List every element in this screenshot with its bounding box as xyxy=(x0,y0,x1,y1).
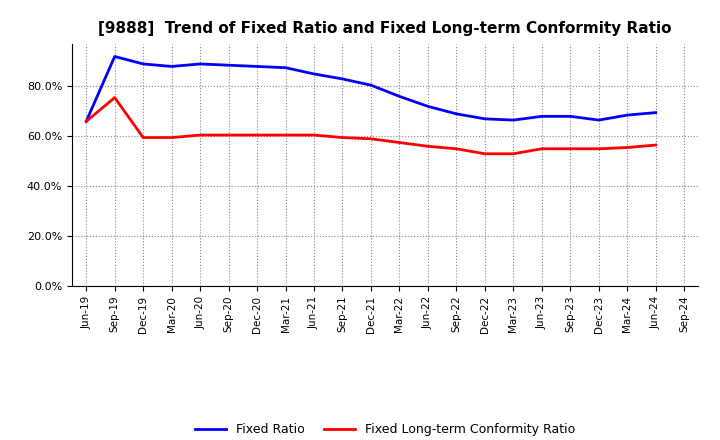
Fixed Long-term Conformity Ratio xyxy=(82,119,91,124)
Line: Fixed Long-term Conformity Ratio: Fixed Long-term Conformity Ratio xyxy=(86,98,656,154)
Fixed Long-term Conformity Ratio xyxy=(623,145,631,150)
Fixed Ratio xyxy=(595,117,603,123)
Fixed Long-term Conformity Ratio xyxy=(452,146,461,151)
Fixed Ratio xyxy=(338,76,347,81)
Fixed Ratio xyxy=(310,71,318,77)
Fixed Long-term Conformity Ratio xyxy=(509,151,518,156)
Fixed Ratio xyxy=(480,116,489,121)
Fixed Ratio xyxy=(537,114,546,119)
Fixed Long-term Conformity Ratio xyxy=(366,136,375,141)
Fixed Ratio xyxy=(110,54,119,59)
Fixed Ratio xyxy=(623,113,631,118)
Fixed Ratio xyxy=(452,111,461,117)
Fixed Long-term Conformity Ratio xyxy=(566,146,575,151)
Fixed Long-term Conformity Ratio xyxy=(196,132,204,138)
Fixed Ratio xyxy=(139,61,148,66)
Legend: Fixed Ratio, Fixed Long-term Conformity Ratio: Fixed Ratio, Fixed Long-term Conformity … xyxy=(190,418,580,440)
Fixed Ratio xyxy=(225,62,233,68)
Fixed Long-term Conformity Ratio xyxy=(167,135,176,140)
Fixed Long-term Conformity Ratio xyxy=(595,146,603,151)
Fixed Long-term Conformity Ratio xyxy=(282,132,290,138)
Fixed Ratio xyxy=(282,65,290,70)
Fixed Long-term Conformity Ratio xyxy=(253,132,261,138)
Fixed Ratio xyxy=(366,83,375,88)
Fixed Long-term Conformity Ratio xyxy=(652,143,660,148)
Fixed Long-term Conformity Ratio xyxy=(423,143,432,149)
Fixed Ratio xyxy=(395,94,404,99)
Fixed Long-term Conformity Ratio xyxy=(139,135,148,140)
Fixed Ratio xyxy=(509,117,518,123)
Fixed Ratio xyxy=(566,114,575,119)
Fixed Ratio xyxy=(196,61,204,66)
Fixed Ratio xyxy=(253,64,261,69)
Fixed Long-term Conformity Ratio xyxy=(537,146,546,151)
Fixed Long-term Conformity Ratio xyxy=(310,132,318,138)
Fixed Ratio xyxy=(82,119,91,124)
Fixed Long-term Conformity Ratio xyxy=(395,140,404,145)
Fixed Long-term Conformity Ratio xyxy=(480,151,489,156)
Title: [9888]  Trend of Fixed Ratio and Fixed Long-term Conformity Ratio: [9888] Trend of Fixed Ratio and Fixed Lo… xyxy=(99,21,672,36)
Line: Fixed Ratio: Fixed Ratio xyxy=(86,56,656,121)
Fixed Ratio xyxy=(423,104,432,109)
Fixed Ratio xyxy=(167,64,176,69)
Fixed Ratio xyxy=(652,110,660,115)
Fixed Long-term Conformity Ratio xyxy=(225,132,233,138)
Fixed Long-term Conformity Ratio xyxy=(110,95,119,100)
Fixed Long-term Conformity Ratio xyxy=(338,135,347,140)
